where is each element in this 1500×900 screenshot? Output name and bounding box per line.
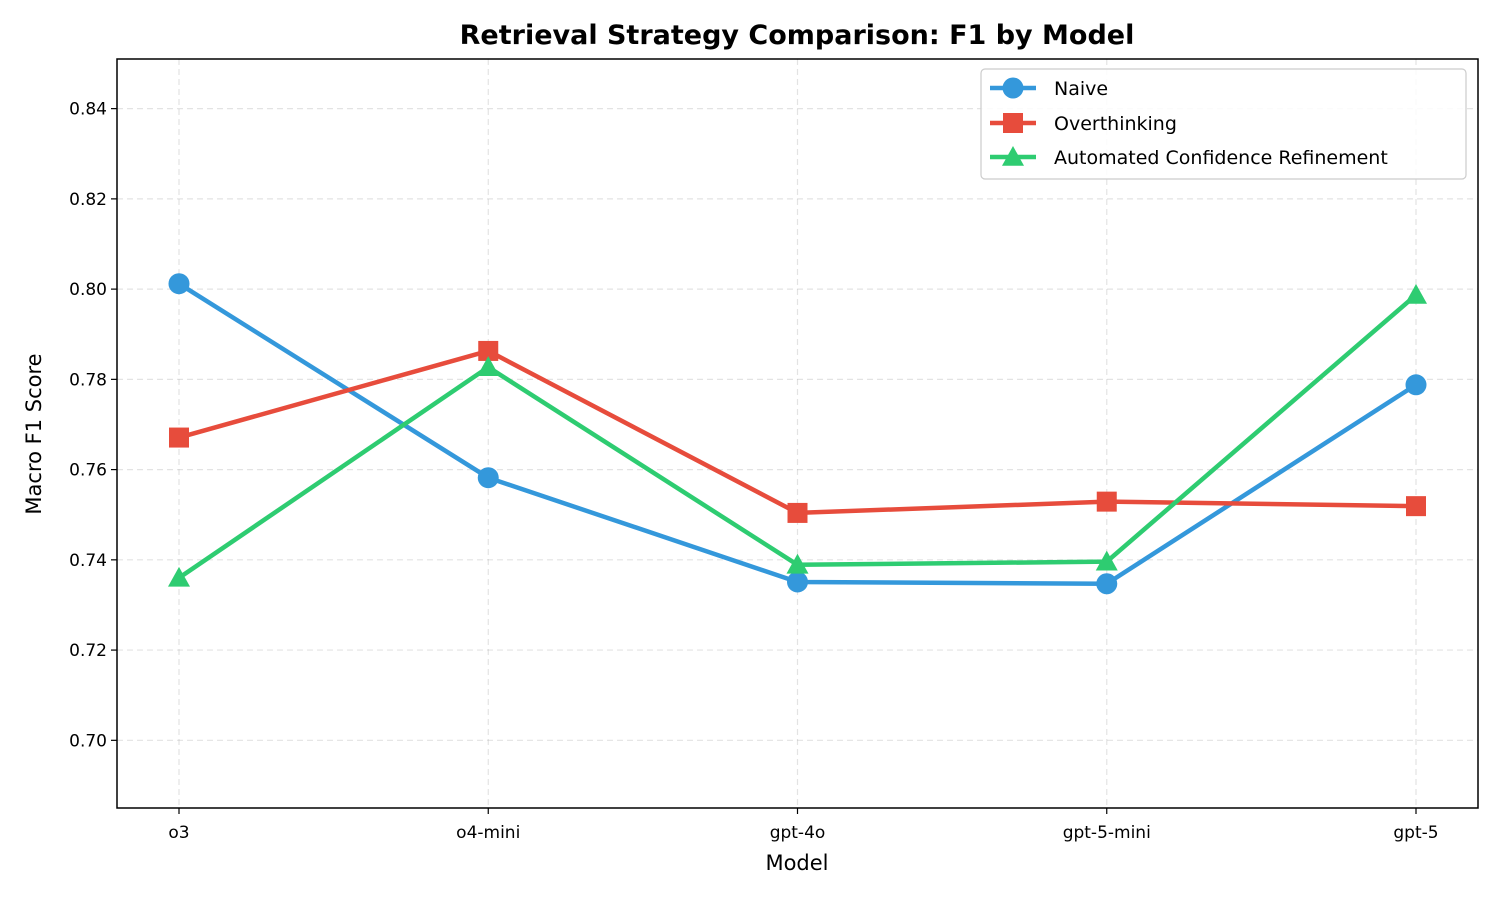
data-point-circle <box>168 273 190 295</box>
x-tick-label: gpt-4o <box>770 823 826 843</box>
legend-marker-circle <box>1002 77 1024 99</box>
x-tick-label: o3 <box>168 823 189 843</box>
x-tick-label: gpt-5 <box>1393 823 1438 843</box>
series-overthinking <box>169 340 1426 523</box>
x-tick-label: o4-mini <box>456 823 520 843</box>
y-tick-label: 0.82 <box>69 190 107 210</box>
data-point-triangle <box>1405 283 1427 304</box>
legend-entries: Naive Overthinking Automated Confidence Re… <box>990 77 1388 169</box>
data-point-square <box>1406 496 1426 517</box>
y-tick-label: 0.84 <box>69 100 107 120</box>
y-tick-label: 0.72 <box>69 641 107 661</box>
y-tick-label: 0.76 <box>69 461 107 481</box>
legend-label: Naive <box>1054 78 1108 100</box>
legend-label: Automated Confidence Refinement <box>1054 147 1388 169</box>
data-point-square <box>1096 491 1117 512</box>
data-point-triangle <box>477 356 500 376</box>
data-point-square <box>478 340 499 361</box>
legend-marker-square <box>1003 113 1023 133</box>
y-axis-label: Macro F1 Score <box>22 353 46 514</box>
legend-entry: Naive <box>990 77 1108 100</box>
y-tick-label: 0.74 <box>69 551 107 571</box>
series-naive <box>168 273 1427 595</box>
data-point-square <box>787 502 808 523</box>
axis-ticks: 0.70 0.72 0.74 0.76 0.78 0.80 0.82 0.84 o3 o4-min… <box>69 100 1438 843</box>
data-point-triangle <box>168 566 190 587</box>
legend-box <box>980 68 1467 180</box>
series-automated-confidence-refinement <box>168 283 1427 587</box>
legend-entry: Automated Confidence Refinement <box>990 146 1388 169</box>
y-tick-label: 0.80 <box>69 280 107 300</box>
y-tick-label: 0.70 <box>69 731 107 751</box>
x-axis-label: Model <box>765 851 828 875</box>
data-point-square <box>169 427 189 448</box>
legend-entry: Overthinking <box>990 113 1177 135</box>
data-point-circle <box>1096 573 1118 595</box>
data-point-circle <box>1405 374 1427 396</box>
legend: Naive Overthinking Automated Confidence Re… <box>980 68 1467 180</box>
series-lines <box>168 273 1427 595</box>
x-tick-label: gpt-5-mini <box>1063 823 1151 843</box>
legend-marker-triangle <box>1002 146 1024 166</box>
legend-label: Overthinking <box>1054 113 1177 135</box>
chart-title: Retrieval Strategy Comparison: F1 by Mod… <box>460 20 1135 51</box>
data-point-triangle <box>1095 550 1118 571</box>
data-point-circle <box>477 467 499 489</box>
y-tick-label: 0.78 <box>69 370 107 390</box>
data-point-circle <box>787 571 808 593</box>
data-point-triangle <box>786 553 809 574</box>
